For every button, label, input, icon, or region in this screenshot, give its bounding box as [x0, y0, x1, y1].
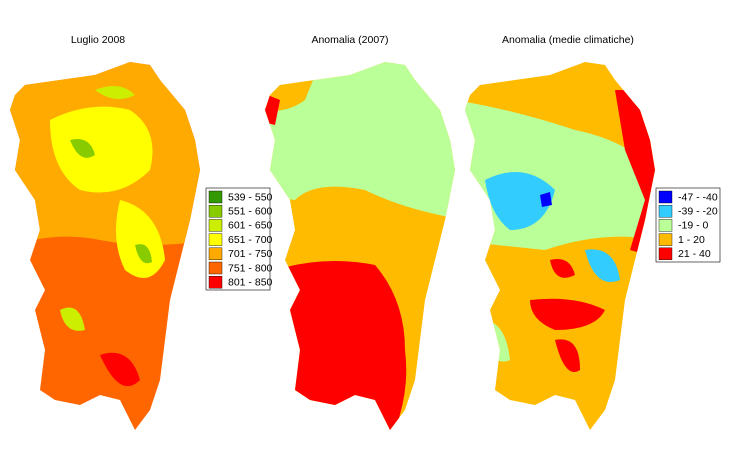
legend-label: -19 - 0 — [678, 220, 709, 232]
legend-swatch — [658, 204, 673, 218]
map-title: Anomalia (2007) — [311, 34, 388, 46]
legend-label: 801 - 850 — [228, 276, 273, 288]
legend-swatch — [658, 233, 673, 246]
map-region — [100, 290, 200, 387]
legend-label: 21 - 40 — [678, 248, 711, 260]
map-title: Luglio 2008 — [71, 34, 125, 46]
map-region — [540, 192, 552, 207]
map-region — [530, 259, 605, 372]
legend-label: -47 - -40 — [678, 191, 718, 203]
legend-swatch — [208, 233, 223, 246]
legend-label: 701 - 750 — [228, 248, 273, 260]
legend-swatch — [208, 261, 223, 275]
map-region — [70, 139, 152, 264]
legend-swatch — [658, 247, 673, 261]
legend-label: 601 - 650 — [228, 220, 273, 232]
legend-label: 551 - 600 — [228, 205, 273, 217]
legend-label: 651 - 700 — [228, 234, 273, 246]
legend-swatch — [208, 276, 223, 289]
legend-label: 539 - 550 — [228, 191, 273, 203]
legend-label: 751 - 800 — [228, 262, 273, 274]
legend-swatch — [208, 247, 223, 261]
map-region — [265, 90, 280, 125]
legend-label: -39 - -20 — [678, 205, 718, 217]
map-region — [485, 172, 620, 282]
legend-swatch — [208, 204, 223, 218]
map-region — [116, 200, 165, 278]
legend-swatch — [658, 190, 673, 204]
legend-swatch — [658, 219, 673, 232]
legend-label: 1 - 20 — [678, 234, 705, 246]
map-region — [50, 106, 153, 193]
map-title: Anomalia (medie climatiche) — [502, 34, 634, 46]
map-july-2008 — [10, 62, 200, 430]
legend-swatch — [208, 190, 223, 204]
legend-swatch — [208, 219, 223, 232]
